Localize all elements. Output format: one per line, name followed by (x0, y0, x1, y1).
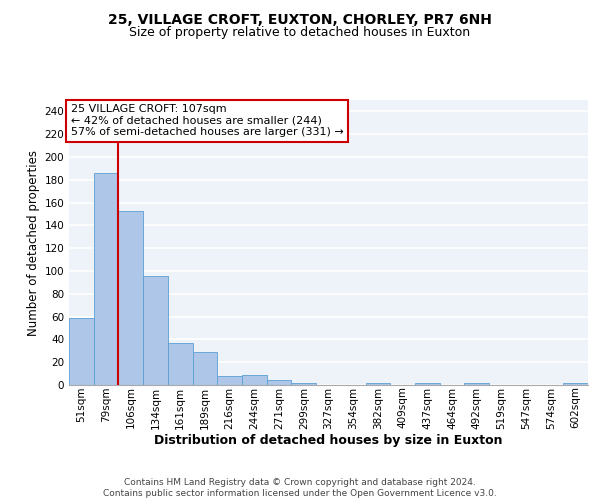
Bar (193, 352, 217, 385)
Bar (168, 343, 193, 385)
Bar (563, 382, 588, 385)
Bar (143, 276, 168, 385)
Text: Contains HM Land Registry data © Crown copyright and database right 2024.
Contai: Contains HM Land Registry data © Crown c… (103, 478, 497, 498)
Bar (217, 376, 242, 385)
Y-axis label: Number of detached properties: Number of detached properties (27, 150, 40, 336)
Bar (365, 382, 390, 385)
Text: Size of property relative to detached houses in Euxton: Size of property relative to detached ho… (130, 26, 470, 39)
Bar (267, 380, 292, 385)
Text: 25 VILLAGE CROFT: 107sqm
← 42% of detached houses are smaller (244)
57% of semi-: 25 VILLAGE CROFT: 107sqm ← 42% of detach… (71, 104, 343, 138)
Bar (118, 210, 143, 385)
Bar (94, 173, 118, 385)
Bar (292, 382, 316, 385)
Bar (464, 382, 489, 385)
Text: 25, VILLAGE CROFT, EUXTON, CHORLEY, PR7 6NH: 25, VILLAGE CROFT, EUXTON, CHORLEY, PR7 … (108, 12, 492, 26)
Bar (69, 318, 94, 385)
Bar (242, 374, 267, 385)
X-axis label: Distribution of detached houses by size in Euxton: Distribution of detached houses by size … (154, 434, 503, 447)
Bar (415, 382, 440, 385)
